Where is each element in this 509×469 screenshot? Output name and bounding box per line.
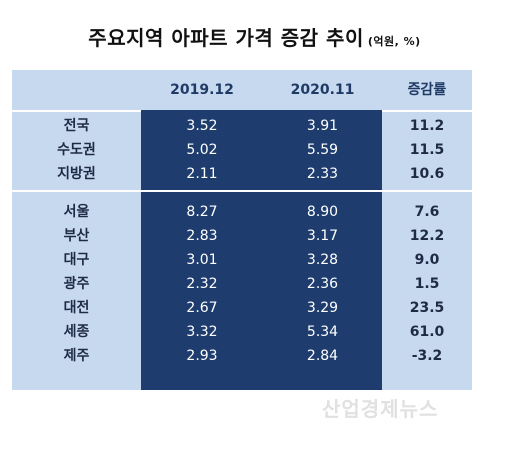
value-2020-cell: 3.17 xyxy=(306,228,339,244)
growth-cell: 1.5 xyxy=(414,276,440,292)
value-2020-cell: 3.28 xyxy=(306,252,339,268)
title-unit: (억원, %) xyxy=(367,35,421,48)
price-table: 2019.12 2020.11 증감률 전국 3.52 3.91 11.2 수도권 5.0… xyxy=(12,70,472,390)
value-2020-cell: 2.84 xyxy=(306,348,339,364)
value-2020-cell: 5.59 xyxy=(306,142,339,158)
watermark: 산업경제뉴스 xyxy=(322,397,439,421)
value-2019-cell: 3.52 xyxy=(186,118,218,134)
value-2019-cell: 2.11 xyxy=(186,166,218,182)
value-2019-cell: 2.83 xyxy=(186,228,218,244)
region-cell: 지방권 xyxy=(57,166,96,182)
growth-cell: 7.6 xyxy=(414,204,440,220)
title-main: 주요지역 아파트 가격 증감 추이 xyxy=(88,26,364,50)
value-2020-cell: 2.33 xyxy=(306,166,339,182)
header-2019: 2019.12 xyxy=(170,82,234,98)
region-cell: 대구 xyxy=(63,252,90,268)
value-2019-cell: 3.01 xyxy=(186,252,218,268)
table-row: 제주 2.93 2.84 -3.2 xyxy=(12,344,472,368)
growth-cell: 23.5 xyxy=(409,300,445,316)
growth-cell: 61.0 xyxy=(409,324,445,340)
value-2019-cell: 8.27 xyxy=(186,204,218,220)
growth-cell: 9.0 xyxy=(414,252,440,268)
value-2019-cell: 2.32 xyxy=(186,276,218,292)
region-cell: 광주 xyxy=(63,276,90,292)
value-2019-cell: 5.02 xyxy=(186,142,218,158)
region-cell: 제주 xyxy=(63,348,90,364)
value-2019-cell: 3.32 xyxy=(186,324,218,340)
region-cell: 부산 xyxy=(63,228,90,244)
value-2019-cell: 2.67 xyxy=(186,300,218,316)
table-row: 부산 2.83 3.17 12.2 xyxy=(12,224,472,248)
value-2020-cell: 3.91 xyxy=(306,118,339,134)
header-region xyxy=(12,70,141,110)
table-row: 수도권 5.02 5.59 11.5 xyxy=(12,138,472,162)
header-2020: 2020.11 xyxy=(290,82,355,98)
table-row: 대구 3.01 3.28 9.0 xyxy=(12,248,472,272)
growth-cell: -3.2 xyxy=(411,348,443,364)
value-2020-cell: 3.29 xyxy=(306,300,339,316)
growth-cell: 11.2 xyxy=(409,118,445,134)
growth-cell: 11.5 xyxy=(409,142,445,158)
growth-cell: 10.6 xyxy=(409,166,445,182)
page-title: 주요지역 아파트 가격 증감 추이 (억원, %) xyxy=(0,22,509,51)
table-row: 대전 2.67 3.29 23.5 xyxy=(12,296,472,320)
growth-cell: 12.2 xyxy=(409,228,445,244)
region-cell: 수도권 xyxy=(57,142,96,158)
table-row: 지방권 2.11 2.33 10.6 xyxy=(12,162,472,186)
table-row: 세종 3.32 5.34 61.0 xyxy=(12,320,472,344)
region-cell: 세종 xyxy=(63,324,90,340)
table-header: 2019.12 2020.11 증감률 xyxy=(12,70,472,110)
header-growth: 증감률 xyxy=(407,82,447,98)
value-2020-cell: 5.34 xyxy=(306,324,339,340)
value-band xyxy=(141,110,382,390)
table-row: 전국 3.52 3.91 11.2 xyxy=(12,114,472,138)
value-2020-cell: 8.90 xyxy=(306,204,339,220)
table-row: 광주 2.32 2.36 1.5 xyxy=(12,272,472,296)
value-2019-cell: 2.93 xyxy=(186,348,218,364)
table-row: 서울 8.27 8.90 7.6 xyxy=(12,200,472,224)
value-2020-cell: 2.36 xyxy=(306,276,339,292)
group-divider xyxy=(12,190,472,192)
region-cell: 대전 xyxy=(63,300,90,316)
region-cell: 전국 xyxy=(63,118,90,134)
region-cell: 서울 xyxy=(63,204,90,220)
